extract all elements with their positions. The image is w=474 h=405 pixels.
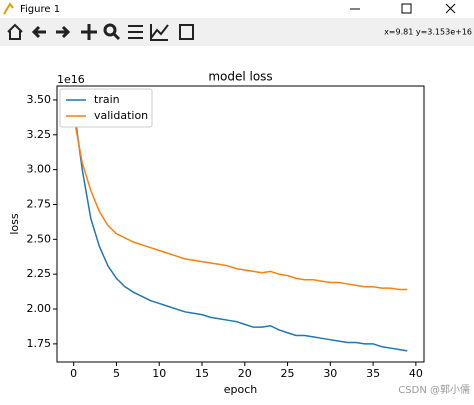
zoom-button[interactable] bbox=[103, 23, 117, 37]
coordinates: x=9.81 y=3.153e+16 bbox=[384, 28, 472, 37]
x-tick-label: 35 bbox=[366, 367, 380, 380]
x-tick-label: 0 bbox=[70, 367, 77, 380]
app-icon bbox=[3, 2, 14, 15]
y-tick-label: 2.00 bbox=[27, 302, 52, 315]
line-series bbox=[72, 106, 408, 352]
y-tick-label: 3.25 bbox=[27, 128, 52, 141]
configure-button[interactable] bbox=[128, 25, 143, 39]
home-button[interactable] bbox=[7, 23, 23, 40]
x-tick-label: 20 bbox=[238, 367, 252, 380]
chart-title: model loss bbox=[208, 70, 272, 84]
legend-label: train bbox=[94, 93, 120, 106]
x-tick-label: 30 bbox=[323, 367, 337, 380]
y-tick-label: 2.75 bbox=[27, 197, 52, 210]
toolbar bbox=[0, 18, 474, 46]
x-tick-label: 15 bbox=[195, 367, 209, 380]
y-tick-label: 1.75 bbox=[27, 337, 52, 350]
y-tick-label: 2.25 bbox=[27, 267, 52, 280]
edit-button[interactable] bbox=[150, 24, 169, 41]
forward-button[interactable] bbox=[56, 25, 71, 39]
x-axis-label: epoch bbox=[224, 383, 258, 396]
pan-button[interactable] bbox=[81, 24, 97, 40]
window-title: Figure 1 bbox=[20, 4, 60, 15]
plot-frame bbox=[56, 85, 425, 363]
x-tick-label: 25 bbox=[281, 367, 295, 380]
legend-box bbox=[59, 88, 153, 128]
back-button[interactable] bbox=[31, 25, 46, 39]
save-button[interactable] bbox=[179, 24, 194, 40]
close-button[interactable] bbox=[445, 3, 456, 14]
line-series bbox=[72, 116, 408, 291]
y-tick-label: 3.50 bbox=[27, 93, 52, 106]
x-tick-label: 40 bbox=[409, 367, 423, 380]
legend-label: validation bbox=[94, 109, 148, 122]
y-tick-label: 3.00 bbox=[27, 163, 52, 176]
x-tick-label: 5 bbox=[113, 367, 120, 380]
maximize-button[interactable] bbox=[401, 3, 412, 14]
watermark: CSDN @郭小儒 bbox=[398, 383, 470, 396]
offset-label: 1e16 bbox=[57, 73, 85, 86]
y-axis-label: loss bbox=[8, 213, 21, 235]
x-tick-label: 10 bbox=[152, 367, 166, 380]
title-bar bbox=[0, 0, 474, 18]
y-tick-label: 2.50 bbox=[27, 232, 52, 245]
